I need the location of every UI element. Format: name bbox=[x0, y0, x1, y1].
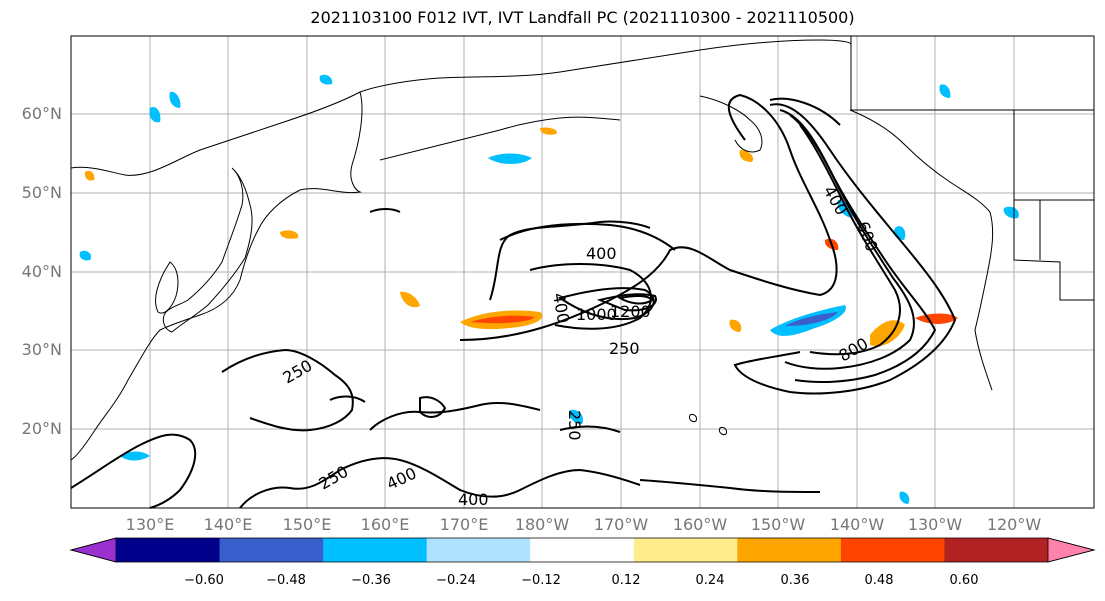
lon-label: 150°E bbox=[282, 515, 332, 534]
lat-label: 60°N bbox=[21, 104, 62, 123]
colorbar-tick: −0.12 bbox=[521, 573, 561, 588]
colorbar-tick: 0.12 bbox=[611, 573, 641, 588]
colorbar-segment bbox=[426, 538, 531, 562]
pc-shading bbox=[79, 74, 1019, 504]
map-frame bbox=[70, 35, 1095, 509]
colorbar-segment bbox=[633, 538, 738, 562]
colorbar-segment bbox=[840, 538, 945, 562]
lon-label: 170°E bbox=[439, 515, 489, 534]
lat-label: 30°N bbox=[21, 340, 62, 359]
colorbar-segment bbox=[737, 538, 842, 562]
lon-label: 120°W bbox=[986, 515, 1042, 534]
lon-label: 140°W bbox=[829, 515, 885, 534]
colorbar-tick: −0.36 bbox=[351, 573, 391, 588]
colorbar-tick: 0.36 bbox=[780, 573, 810, 588]
colorbar-outline bbox=[69, 537, 1096, 563]
lon-label: 160°E bbox=[360, 515, 410, 534]
lat-label: 40°N bbox=[21, 262, 62, 281]
colorbar-extend-min bbox=[69, 537, 117, 563]
lat-label: 50°N bbox=[21, 183, 62, 202]
lon-label: 180°W bbox=[514, 515, 570, 534]
map-title: 2021103100 F012 IVT, IVT Landfall PC (20… bbox=[310, 8, 855, 27]
lon-label: 170°W bbox=[593, 515, 649, 534]
colorbar-segment bbox=[530, 538, 635, 562]
colorbar-tick: −0.60 bbox=[184, 573, 224, 588]
lon-label: 130°W bbox=[907, 515, 963, 534]
colorbar-tick: 0.24 bbox=[695, 573, 725, 588]
colorbar bbox=[69, 537, 1096, 563]
coastlines bbox=[70, 36, 1094, 461]
lat-label: 20°N bbox=[21, 419, 62, 438]
ivt-contours bbox=[70, 93, 957, 509]
colorbar-tick: 0.48 bbox=[864, 573, 894, 588]
contour-label: 1000 bbox=[576, 305, 617, 324]
contour-label: 400 bbox=[458, 490, 489, 509]
colorbar-segment bbox=[219, 538, 324, 562]
contour-label: 400 bbox=[586, 244, 617, 263]
contour-label: 250 bbox=[609, 339, 640, 358]
lon-label: 160°W bbox=[672, 515, 728, 534]
contour-label: 1200 bbox=[610, 302, 651, 321]
colorbar-tick: −0.48 bbox=[266, 573, 306, 588]
colorbar-tick: −0.24 bbox=[436, 573, 476, 588]
colorbar-extend-max bbox=[1047, 537, 1096, 563]
lon-label: 130°E bbox=[125, 515, 175, 534]
colorbar-tick: 0.60 bbox=[949, 573, 979, 588]
colorbar-segment bbox=[116, 538, 221, 562]
lon-label: 140°E bbox=[203, 515, 253, 534]
lon-label: 150°W bbox=[750, 515, 806, 534]
colorbar-segment bbox=[944, 538, 1049, 562]
contour-label: 250 bbox=[565, 410, 584, 441]
colorbar-segment bbox=[323, 538, 428, 562]
